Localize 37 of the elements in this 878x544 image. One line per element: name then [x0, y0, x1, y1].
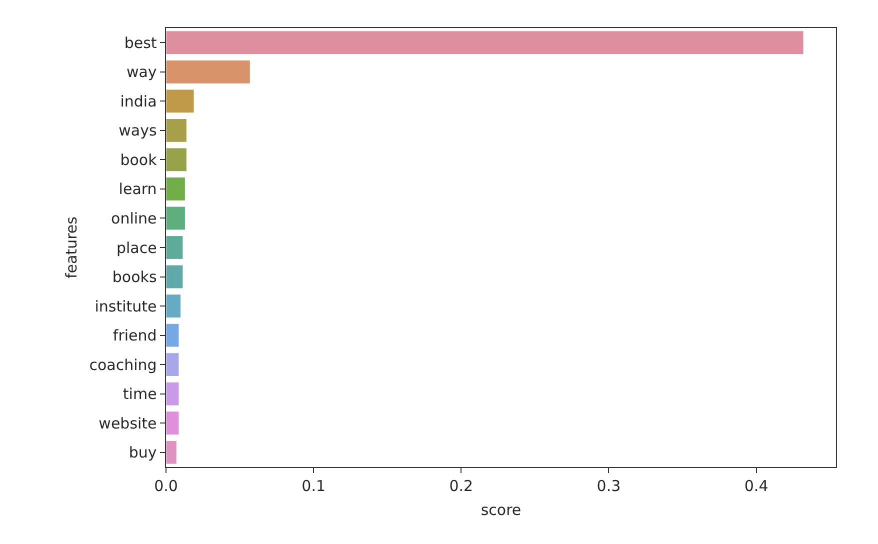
y-tick-label: friend [112, 326, 157, 345]
bar [166, 89, 194, 114]
bar [166, 352, 180, 377]
bar [166, 294, 182, 318]
y-tick-label: book [120, 150, 158, 169]
bar [166, 236, 184, 260]
y-tick-label: online [111, 209, 157, 228]
y-tick-label: place [116, 238, 157, 257]
bar [166, 323, 180, 348]
x-tick-label: 0.3 [596, 477, 621, 496]
y-tick-label: time [122, 385, 157, 404]
y-tick-label: learn [118, 180, 157, 198]
x-tick-label: 0.4 [744, 477, 768, 496]
bar [166, 382, 180, 406]
y-tick-label: way [126, 63, 157, 82]
y-tick-label: website [98, 414, 157, 432]
bar [166, 118, 187, 142]
y-tick-label: institute [94, 297, 157, 316]
y-tick-label: best [124, 34, 157, 52]
x-tick-label: 0.2 [449, 477, 474, 496]
bar [166, 440, 177, 464]
y-tick-label: ways [118, 122, 157, 140]
x-axis-title: score [480, 501, 522, 520]
y-tick-label: india [120, 92, 157, 110]
bar [166, 60, 250, 84]
bar [166, 206, 186, 230]
bar [166, 264, 184, 289]
y-tick-label: coaching [89, 356, 157, 374]
bar [166, 148, 187, 172]
y-tick-label: books [112, 268, 157, 286]
y-tick-label: buy [128, 444, 157, 462]
y-axis-title: features [62, 216, 81, 278]
bar [166, 177, 186, 201]
bar [166, 411, 180, 436]
bar [166, 30, 804, 55]
x-tick-label: 0.0 [154, 477, 178, 496]
x-tick-label: 0.1 [302, 477, 326, 496]
